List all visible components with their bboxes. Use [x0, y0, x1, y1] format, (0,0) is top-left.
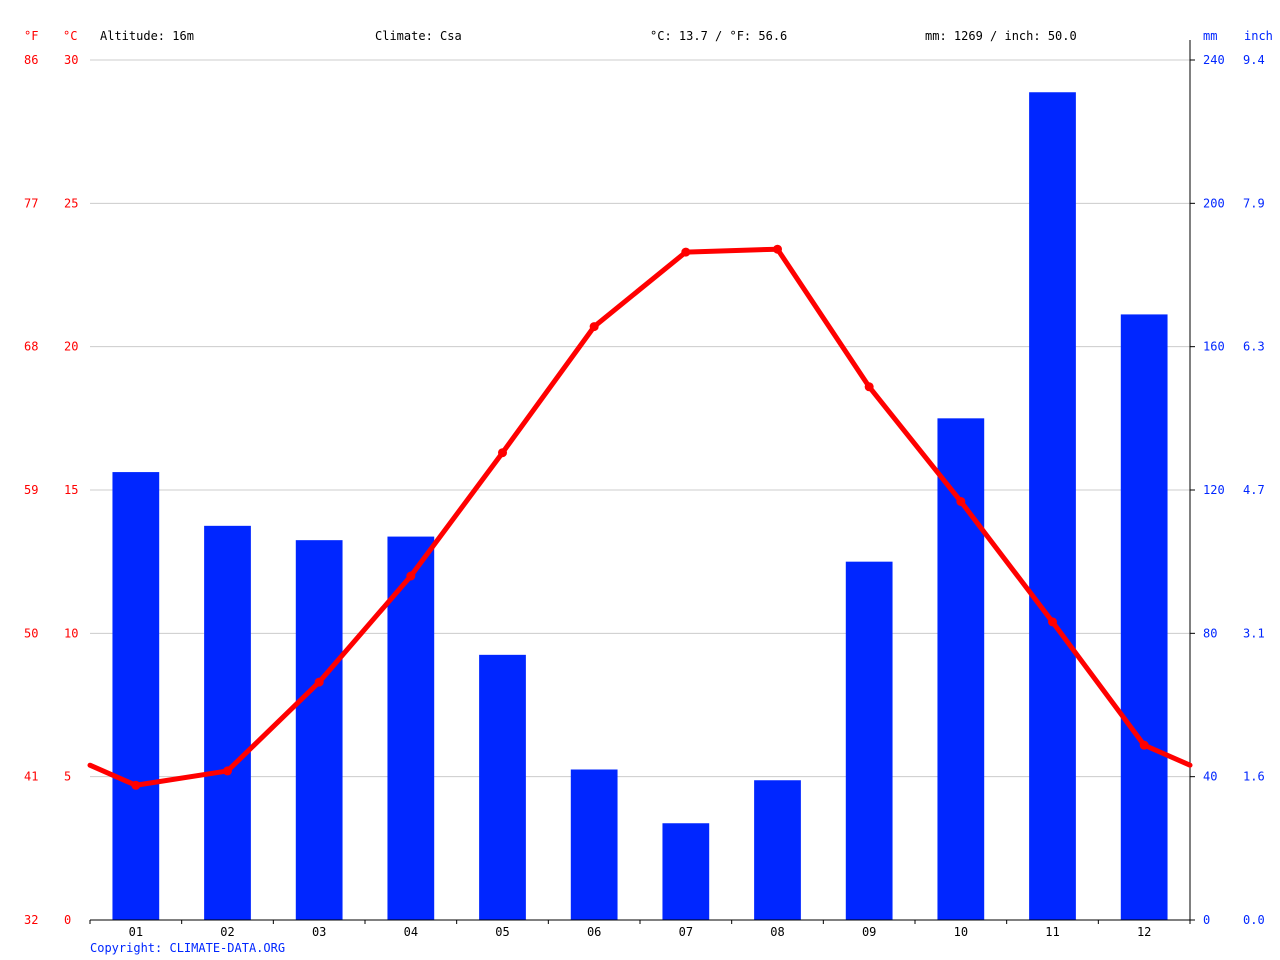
precipitation-bar: [479, 654, 526, 920]
precipitation-bar: [1029, 92, 1076, 920]
month-label: 12: [1137, 925, 1151, 939]
mm-tick-label: 40: [1203, 770, 1217, 784]
temperature-point: [681, 247, 691, 257]
month-label: 08: [770, 925, 784, 939]
temperature-line: [87, 244, 1193, 790]
precipitation-bar: [754, 780, 801, 920]
temperature-point: [1139, 740, 1149, 750]
precipitation-bar: [1120, 314, 1168, 921]
month-label: 07: [679, 925, 693, 939]
temperature-point: [773, 244, 782, 254]
axes: [89, 40, 1195, 924]
temperature-point: [406, 571, 416, 581]
precipitation-bar: [295, 540, 343, 920]
inch-tick-label: 4.7: [1243, 483, 1265, 497]
celsius-tick-label: 30: [64, 53, 78, 67]
mm-tick-label: 240: [1203, 53, 1225, 67]
mm-tick-label: 160: [1203, 340, 1225, 354]
month-label: 05: [495, 925, 509, 939]
precipitation-bar: [387, 536, 435, 920]
precipitation-summary-label: mm: 1269 / inch: 50.0: [925, 29, 1077, 43]
copyright-label: Copyright: CLIMATE-DATA.ORG: [90, 941, 285, 955]
fahrenheit-tick-label: 59: [24, 483, 38, 497]
month-label: 06: [587, 925, 601, 939]
axis-labels: 32 0 0 0.0 41 5 40 1.6 50 10 80 3.1 59 15 120 4.7 68 20 16…: [24, 53, 1265, 939]
inch-tick-label: 0.0: [1243, 913, 1265, 927]
temperature-summary-label: °C: 13.7 / °F: 56.6: [650, 29, 787, 43]
inch-unit-label: inch: [1244, 29, 1273, 43]
celsius-tick-label: 20: [64, 340, 78, 354]
temperature-point: [956, 496, 966, 506]
month-label: 09: [862, 925, 876, 939]
temperature-point: [131, 780, 141, 790]
climate-label: Climate: Csa: [375, 29, 462, 43]
precipitation-bar: [662, 823, 710, 920]
temperature-point: [498, 448, 507, 458]
precipitation-bar: [570, 769, 618, 920]
mm-tick-label: 120: [1203, 483, 1225, 497]
temperature-line-path: [87, 246, 1193, 788]
inch-tick-label: 3.1: [1243, 626, 1265, 640]
celsius-tick-label: 0: [64, 913, 71, 927]
month-label: 01: [129, 925, 143, 939]
mm-tick-label: 0: [1203, 913, 1210, 927]
altitude-label: Altitude: 16m: [100, 29, 194, 43]
inch-tick-label: 1.6: [1243, 770, 1265, 784]
precipitation-bar: [845, 561, 893, 920]
celsius-unit-label: °C: [63, 29, 77, 43]
celsius-tick-label: 10: [64, 626, 78, 640]
fahrenheit-tick-label: 86: [24, 53, 38, 67]
precipitation-bar: [937, 418, 985, 920]
fahrenheit-unit-label: °F: [24, 29, 38, 43]
month-label: 03: [312, 925, 326, 939]
temperature-point: [864, 382, 874, 392]
gridlines: [90, 59, 1190, 778]
celsius-tick-label: 25: [64, 196, 78, 210]
mm-tick-label: 80: [1203, 626, 1217, 640]
mm-tick-label: 200: [1203, 196, 1225, 210]
precipitation-bars: [112, 92, 1168, 921]
inch-tick-label: 9.4: [1243, 53, 1265, 67]
fahrenheit-tick-label: 77: [24, 196, 38, 210]
temperature-point: [589, 322, 599, 332]
celsius-tick-label: 5: [64, 770, 71, 784]
month-label: 04: [404, 925, 418, 939]
fahrenheit-tick-label: 68: [24, 340, 38, 354]
temperature-point: [223, 766, 232, 776]
fahrenheit-tick-label: 32: [24, 913, 38, 927]
fahrenheit-tick-label: 50: [24, 626, 38, 640]
inch-tick-label: 7.9: [1243, 196, 1265, 210]
celsius-tick-label: 15: [64, 483, 78, 497]
precipitation-bar: [112, 472, 160, 920]
month-label: 02: [220, 925, 234, 939]
mm-unit-label: mm: [1203, 29, 1217, 43]
temperature-point: [1048, 617, 1057, 627]
month-label: 11: [1045, 925, 1059, 939]
month-label: 10: [954, 925, 968, 939]
temperature-point: [314, 677, 324, 687]
precipitation-bar: [204, 525, 251, 920]
fahrenheit-tick-label: 41: [24, 770, 38, 784]
inch-tick-label: 6.3: [1243, 340, 1265, 354]
